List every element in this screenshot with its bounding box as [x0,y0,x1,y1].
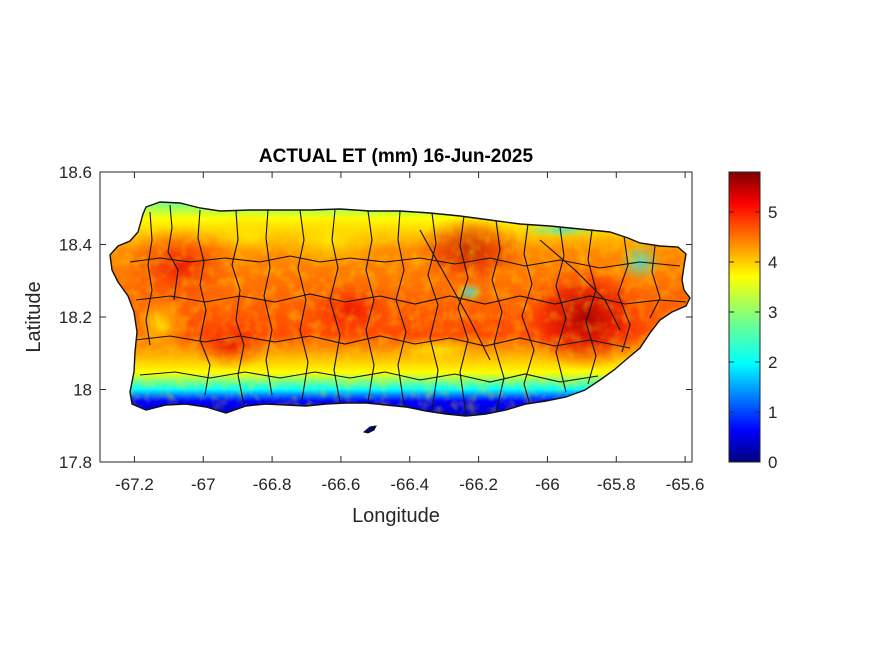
x-tick-label: -65.8 [597,475,636,494]
y-tick-label: 18.4 [59,236,92,255]
colorbar-tick-labels: 0 1 2 3 4 5 [768,203,777,472]
colorbar-tick-label: 1 [768,403,777,422]
x-tick-label: -65.6 [666,475,705,494]
y-axis-label: Latitude [23,281,45,352]
x-tick-label: -66 [535,475,560,494]
x-tick-label: -66.8 [253,475,292,494]
colorbar-tick-label: 2 [768,353,777,372]
colorbar-tick-label: 3 [768,303,777,322]
y-tick-label: 18 [73,381,92,400]
y-tick-labels: 17.8 18 18.2 18.4 18.6 [59,163,92,472]
map-axes: -67.2 -67 -66.8 -66.6 -66.4 -66.2 -66 -65.8 -65.… [23,146,704,527]
x-tick-marks [133,172,686,462]
y-tick-label: 18.6 [59,163,92,182]
x-tick-labels: -67.2 -67 -66.8 -66.6 -66.4 -66.2 -66 -65.8 -65.… [115,475,704,494]
x-tick-label: -66.4 [390,475,429,494]
x-tick-label: -67 [191,475,216,494]
x-tick-label: -66.2 [459,475,498,494]
colorbar: 0 1 2 3 4 5 [728,171,777,472]
x-tick-label: -67.2 [115,475,154,494]
municipality-boundaries [129,204,687,415]
y-tick-label: 18.2 [59,308,92,327]
colorbar-tick-label: 4 [768,253,777,272]
chart-title: ACTUAL ET (mm) 16-Jun-2025 [259,146,534,167]
colorbar-tick-label: 0 [768,453,777,472]
x-tick-label: -66.6 [322,475,361,494]
et-raster [110,202,690,416]
y-tick-label: 17.8 [59,453,92,472]
offshore-islet [362,425,377,434]
colorbar-tick-label: 5 [768,203,777,222]
colorbar-tick-marks [729,211,760,463]
colorbar-gradient [728,171,761,463]
axes-frame [99,171,693,463]
x-axis-label: Longitude [352,505,440,527]
